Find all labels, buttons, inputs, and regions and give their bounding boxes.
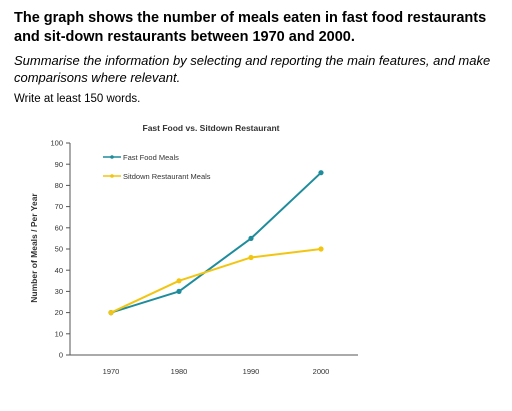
data-point <box>318 170 324 176</box>
chart-title: Fast Food vs. Sitdown Restaurant <box>143 123 280 133</box>
data-point <box>248 235 254 241</box>
series-line-fast-food <box>110 171 322 314</box>
task-title: The graph shows the number of meals eate… <box>14 10 487 45</box>
data-point <box>108 310 114 316</box>
x-tick-label: 2000 <box>313 367 330 376</box>
y-axis-label: Number of Meals / Per Year <box>29 193 39 303</box>
y-tick-label: 40 <box>55 266 63 275</box>
x-tick-label: 1990 <box>243 367 260 376</box>
series-line-sitdown <box>110 248 322 314</box>
data-point <box>318 246 324 252</box>
y-tick-label: 0 <box>59 351 63 360</box>
legend-marker-sitdown <box>110 174 114 178</box>
y-tick-label: 10 <box>55 329 63 338</box>
data-point <box>176 278 182 284</box>
x-tick-label: 1980 <box>171 367 188 376</box>
x-tick-label: 1970 <box>103 367 120 376</box>
legend-label-fast-food: Fast Food Meals <box>123 153 179 162</box>
legend-label-sitdown: Sitdown Restaurant Meals <box>123 172 211 181</box>
legend-marker-fast-food <box>110 155 114 159</box>
data-point <box>176 288 182 294</box>
word-count-instruction: Write at least 150 words. <box>14 93 141 105</box>
data-point <box>248 254 254 261</box>
y-tick-label: 50 <box>55 245 63 254</box>
task-instruction: Summarise the information by selecting a… <box>14 53 491 85</box>
y-tick-label: 60 <box>55 223 63 232</box>
y-tick-label: 20 <box>55 308 63 317</box>
y-tick-label: 100 <box>50 139 63 148</box>
y-tick-label: 90 <box>55 160 63 169</box>
y-tick-label: 80 <box>55 181 63 190</box>
y-tick-label: 70 <box>55 202 63 211</box>
y-tick-label: 30 <box>55 287 63 296</box>
